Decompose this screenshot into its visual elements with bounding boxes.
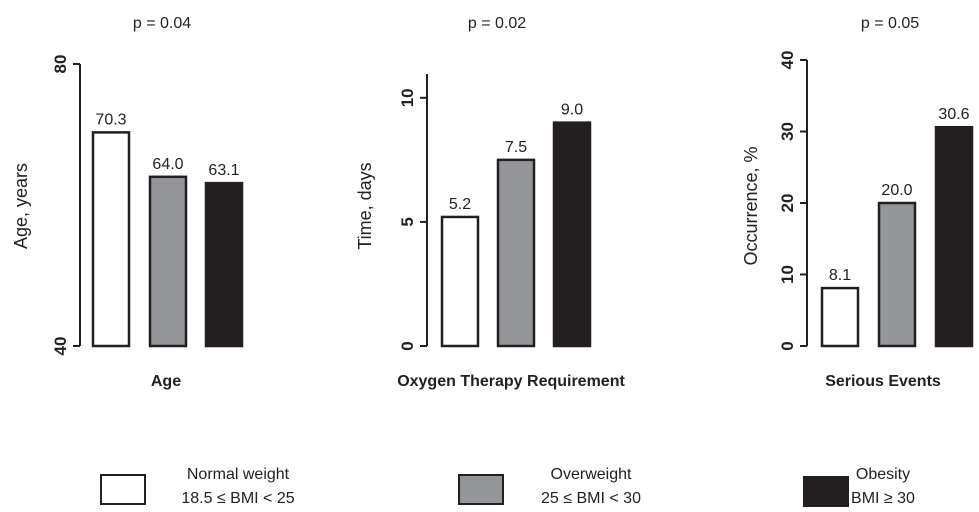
panel-title: p = 0.02 [468, 15, 526, 32]
y-tick-label: 40 [51, 337, 70, 356]
y-tick-label: 30 [778, 122, 797, 141]
data-label: 9.0 [561, 102, 583, 119]
legend-range: BMI ≥ 30 [851, 490, 915, 507]
y-axis-label: Occurrence, % [741, 146, 761, 265]
data-label: 64.0 [152, 156, 183, 173]
y-axis-label: Time, days [355, 162, 375, 249]
bar-normal-weight [91, 131, 131, 348]
panel-title: p = 0.04 [133, 15, 191, 32]
legend-label: Obesity [856, 466, 910, 483]
data-label: 30.6 [938, 106, 969, 123]
legend-swatch-overweight [458, 474, 504, 505]
data-label: 7.5 [505, 139, 527, 156]
y-tick-label: 10 [778, 265, 797, 284]
data-label: 5.2 [449, 196, 471, 213]
legend-swatch-obesity [803, 476, 849, 507]
bar-overweight [148, 175, 188, 348]
bar-normal-weight [820, 286, 860, 348]
y-tick-label: 0 [398, 341, 417, 350]
bar-obesity [204, 181, 244, 348]
bar-normal-weight [440, 215, 480, 348]
panel-title: p = 0.05 [861, 15, 919, 32]
legend-range: 25 ≤ BMI < 30 [541, 490, 641, 507]
bar-overweight [496, 158, 536, 348]
legend-label: Normal weight [187, 466, 290, 483]
legend: Normal weight 18.5 ≤ BMI < 25 Overweight… [100, 466, 915, 507]
data-label: 20.0 [881, 182, 912, 199]
y-axis-label: Age, years [11, 163, 31, 249]
bar-obesity [934, 125, 974, 348]
legend-label: Overweight [551, 466, 632, 483]
data-label: 70.3 [95, 111, 126, 128]
bar-overweight [877, 201, 917, 348]
x-axis-caption: Serious Events [825, 373, 941, 390]
legend-swatch-normal-weight [100, 474, 146, 505]
x-axis-caption: Age [151, 373, 181, 390]
bar-obesity [552, 121, 592, 348]
legend-item-obesity: Obesity BMI ≥ 30 [803, 466, 915, 507]
y-tick-label: 20 [778, 194, 797, 213]
panel-oxygen: p = 0.02 Time, days 0 5 10 5.2 7.5 9.0 Oxyge… [355, 15, 625, 390]
panel-serious-events: p = 0.05 Occurrence, % 0 10 20 30 40 8.1 20.0… [741, 15, 974, 390]
data-label: 8.1 [829, 267, 851, 284]
y-tick-label: 0 [778, 341, 797, 350]
y-tick-label: 80 [51, 55, 70, 74]
x-axis-caption: Oxygen Therapy Requirement [397, 373, 625, 390]
data-label: 63.1 [208, 162, 239, 179]
legend-item-normal-weight: Normal weight 18.5 ≤ BMI < 25 [100, 466, 295, 507]
legend-range: 18.5 ≤ BMI < 25 [181, 490, 294, 507]
panel-age: p = 0.04 Age, years 40 80 70.3 64.0 63.1 Ag… [11, 15, 244, 390]
y-tick-label: 5 [398, 217, 417, 226]
y-tick-label: 10 [398, 88, 417, 107]
y-tick-label: 40 [778, 51, 797, 70]
legend-item-overweight: Overweight 25 ≤ BMI < 30 [458, 466, 641, 507]
